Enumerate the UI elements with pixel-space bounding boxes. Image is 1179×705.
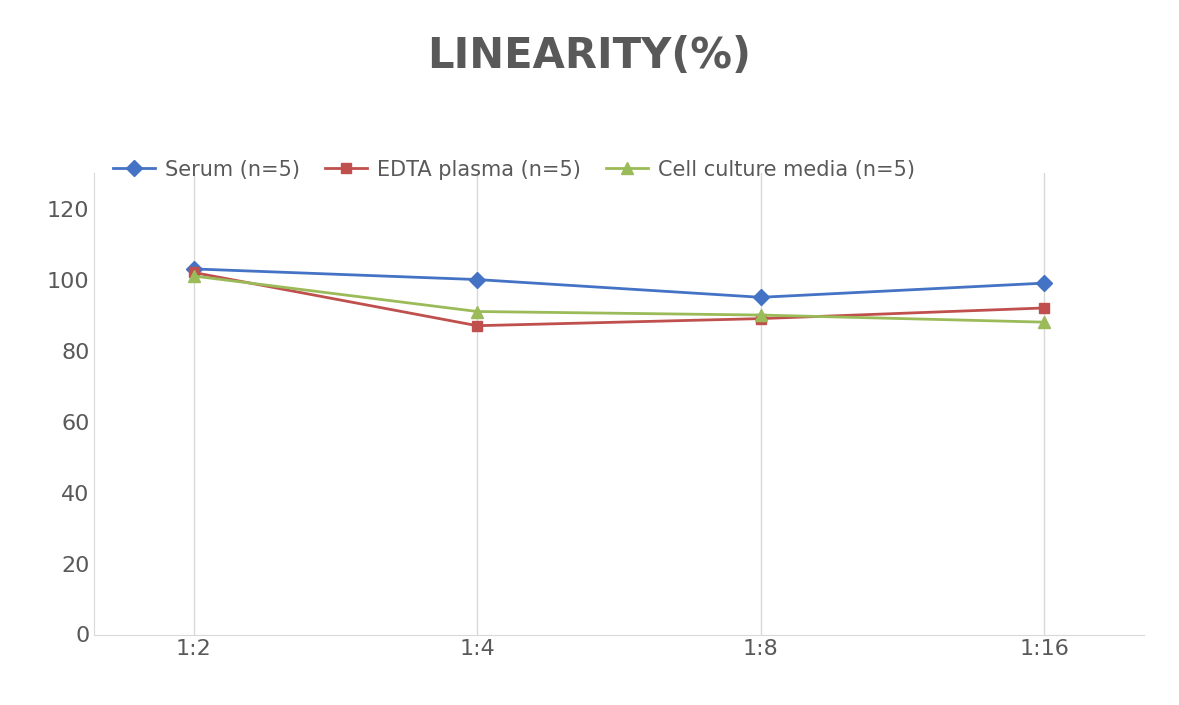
EDTA plasma (n=5) [753,314,768,323]
Cell culture media (n=5) [470,307,485,316]
Line: Cell culture media (n=5): Cell culture media (n=5) [187,271,1050,328]
Cell culture media (n=5) [186,272,200,281]
Cell culture media (n=5) [753,311,768,319]
Legend: Serum (n=5), EDTA plasma (n=5), Cell culture media (n=5): Serum (n=5), EDTA plasma (n=5), Cell cul… [105,152,923,188]
Serum (n=5) [470,276,485,284]
Line: Serum (n=5): Serum (n=5) [187,264,1050,303]
EDTA plasma (n=5) [1038,304,1052,312]
EDTA plasma (n=5) [186,268,200,276]
Serum (n=5) [753,293,768,302]
Line: EDTA plasma (n=5): EDTA plasma (n=5) [189,268,1049,331]
Serum (n=5) [1038,279,1052,288]
Serum (n=5) [186,264,200,273]
EDTA plasma (n=5) [470,321,485,330]
Text: LINEARITY(%): LINEARITY(%) [428,35,751,78]
Cell culture media (n=5) [1038,318,1052,326]
